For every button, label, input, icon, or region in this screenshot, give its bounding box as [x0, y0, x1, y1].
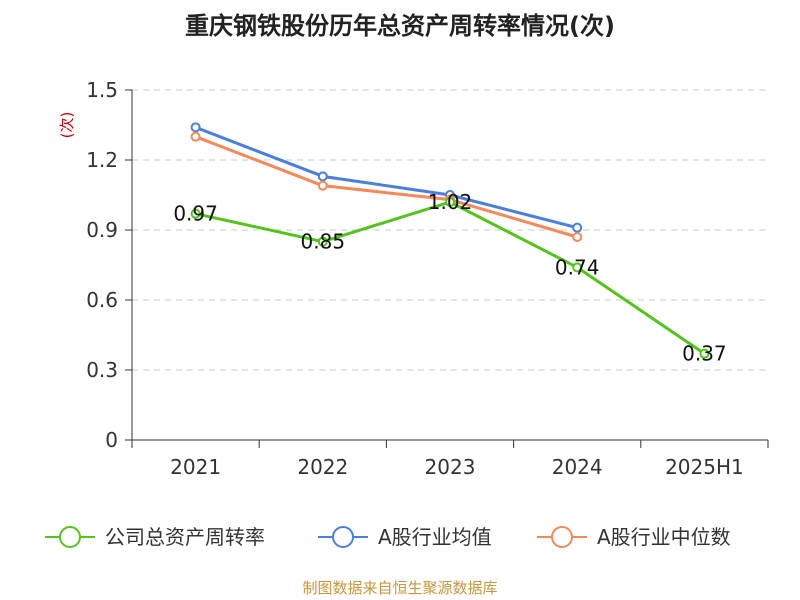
chart-title: 重庆钢铁股份历年总资产周转率情况(次) [185, 12, 615, 40]
legend-label: A股行业均值 [378, 525, 492, 549]
series-point [572, 262, 583, 273]
y-axis-label: (次) [58, 112, 76, 139]
data-label: 0.74 [555, 255, 600, 279]
series-line [195, 125, 578, 230]
legend: 公司总资产周转率 A股行业均值 A股行业中位数 [45, 525, 731, 549]
legend-item: A股行业均值 [318, 525, 492, 549]
series-point [317, 236, 328, 247]
legend-swatch-marker [59, 526, 81, 548]
y-tick-label: 0.3 [86, 358, 118, 382]
data-label: 1.02 [428, 190, 473, 214]
y-tick-label: 1.2 [86, 148, 118, 172]
x-tick-label: 2021 [170, 455, 221, 479]
data-label: 0.37 [682, 342, 727, 366]
series-point [190, 131, 201, 142]
grid [132, 89, 768, 371]
series-point [190, 122, 201, 133]
data-label: 0.97 [173, 202, 218, 226]
series-point [699, 348, 710, 359]
data-label: 0.85 [301, 230, 346, 254]
legend-item: A股行业中位数 [537, 525, 731, 549]
x-tick-label: 2022 [297, 455, 348, 479]
series-point [317, 180, 328, 191]
series-point [445, 197, 455, 207]
series [190, 122, 710, 359]
series-point [317, 171, 328, 182]
y-tick-label: 0 [105, 428, 118, 452]
data-labels: 0.97 0.85 1.02 0.74 0.37 [173, 190, 726, 366]
x-tick-label: 2024 [552, 455, 603, 479]
legend-label: A股行业中位数 [597, 525, 731, 549]
legend-item: 公司总资产周转率 [45, 525, 265, 549]
y-tick-label: 1.5 [86, 78, 118, 102]
series-point [572, 232, 583, 242]
series-line [195, 200, 706, 355]
series-line [195, 135, 578, 239]
source-note: 制图数据来自恒生聚源数据库 [302, 579, 497, 597]
legend-label: 公司总资产周转率 [105, 525, 265, 549]
legend-swatch-marker [551, 526, 573, 548]
y-tick-label: 0.6 [86, 288, 118, 312]
axes: 0 0.3 0.6 0.9 1.2 1.5 2021 2022 2023 2024 2025H1 [86, 78, 769, 479]
x-tick-label: 2025H1 [665, 455, 744, 479]
legend-swatch-marker [332, 526, 354, 548]
x-tick-label: 2023 [425, 455, 476, 479]
series-point [572, 222, 583, 233]
series-point [190, 208, 201, 219]
y-tick-label: 0.9 [86, 218, 118, 242]
